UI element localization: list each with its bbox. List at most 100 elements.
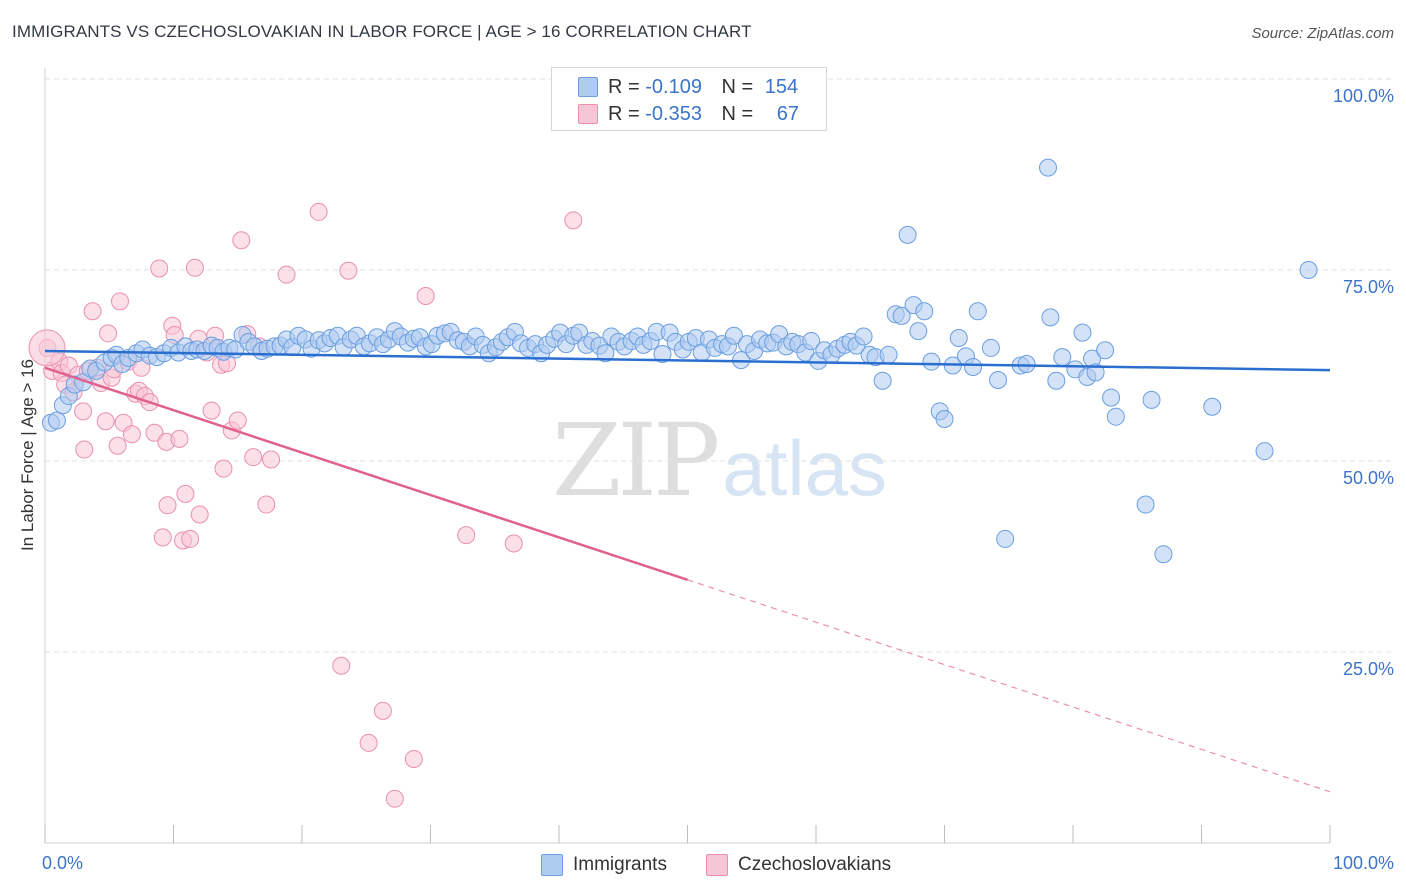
czechoslovakians-point — [404, 749, 423, 768]
immigrants-point — [47, 411, 66, 430]
immigrants-point — [898, 225, 917, 244]
y-tick-label-100: 100.0% — [1332, 86, 1394, 106]
immigrants-point — [949, 328, 968, 347]
immigrants-point — [915, 302, 934, 321]
legend-label-immigrants: Immigrants — [573, 854, 667, 875]
watermark-atlas: atlas — [722, 424, 888, 512]
stats-legend: R = -0.109 N = 154 R = -0.353 N = 67 — [551, 67, 827, 131]
immigrants-point — [724, 326, 743, 345]
immigrants-point — [1096, 341, 1115, 360]
czechoslovakians-point — [108, 436, 127, 455]
n-label: N = — [721, 76, 754, 98]
czechoslovakians-point — [416, 286, 435, 305]
y-tick-label-50: 50.0% — [1342, 468, 1394, 488]
czechoslovakians-point — [185, 258, 204, 277]
czechoslovakians-point — [228, 411, 247, 430]
immigrants-point — [909, 322, 928, 341]
czechoslovakians-trend-extension — [687, 579, 1331, 793]
czechoslovakians-point — [202, 401, 221, 420]
czechoslovakians-point — [181, 529, 200, 548]
czechoslovakians-points — [28, 202, 583, 808]
czechoslovakians-swatch — [578, 104, 598, 124]
immigrants-point — [879, 345, 898, 364]
czechoslovakians-point — [75, 440, 94, 459]
x-tick-label-100: 100.0% — [1332, 853, 1394, 873]
n-value-czechoslovakians: 67 — [776, 103, 800, 125]
series-legend: Immigrants Czechoslovakians — [0, 852, 1406, 878]
czechoslovakians-point — [373, 701, 392, 720]
czechoslovakians-point — [385, 789, 404, 808]
immigrants-point — [854, 327, 873, 346]
czechoslovakians-point — [122, 425, 141, 444]
immigrants-point — [996, 529, 1015, 548]
n-value-immigrants: 154 — [764, 76, 799, 98]
immigrants-legend-swatch — [541, 854, 563, 876]
source-label: Source: ZipAtlas.com — [1251, 25, 1394, 42]
czechoslovakians-point — [359, 733, 378, 752]
r-value-immigrants: -0.109 — [645, 76, 702, 98]
immigrants-point — [1203, 397, 1222, 416]
r-label: R = — [608, 103, 640, 125]
immigrants-point — [802, 332, 821, 351]
czechoslovakians-point — [244, 448, 263, 467]
immigrants-trend-line — [44, 349, 1331, 372]
czechoslovakians-point — [150, 259, 169, 278]
immigrants-point — [653, 345, 672, 364]
immigrants-point — [964, 358, 983, 377]
n-label: N = — [721, 103, 754, 125]
legend-label-czechoslovakians: Czechoslovakians — [738, 854, 892, 875]
y-tick-label-25: 25.0% — [1342, 659, 1394, 679]
czechoslovakians-point — [153, 528, 172, 547]
czechoslovakians-point — [176, 484, 195, 503]
czechoslovakians-point — [96, 412, 115, 431]
trend-lines — [44, 349, 1331, 793]
grid-lines — [45, 78, 1395, 653]
immigrants-point — [873, 371, 892, 390]
czechoslovakians-point — [339, 261, 358, 280]
czechoslovakians-point — [257, 495, 276, 514]
immigrants-point — [1106, 407, 1125, 426]
czechoslovakians-point — [232, 231, 251, 250]
chart-title: IMMIGRANTS VS CZECHOSLOVAKIAN IN LABOR F… — [12, 22, 752, 41]
czechoslovakians-trend-line — [44, 366, 688, 581]
czechoslovakians-point — [564, 211, 583, 230]
immigrants-swatch — [578, 77, 598, 97]
czechoslovakians-point — [170, 429, 189, 448]
immigrants-point — [981, 338, 1000, 357]
immigrants-point — [1039, 158, 1058, 177]
czechoslovakians-point — [110, 292, 129, 311]
immigrants-point — [1142, 390, 1161, 409]
immigrants-point — [989, 371, 1008, 390]
immigrants-point — [1073, 323, 1092, 342]
czechoslovakians-point — [504, 534, 523, 553]
czechoslovakians-legend-swatch — [706, 854, 728, 876]
czechoslovakians-point — [262, 450, 281, 469]
immigrants-point — [1041, 308, 1060, 327]
czechoslovakians-point — [190, 505, 209, 524]
czechoslovakians-point — [277, 265, 296, 284]
czechoslovakians-point — [309, 202, 328, 221]
czechoslovakians-point — [145, 423, 164, 442]
immigrants-point — [596, 344, 615, 363]
immigrants-point — [1255, 442, 1274, 461]
r-label: R = — [608, 76, 640, 98]
czechoslovakians-point — [214, 459, 233, 478]
y-tick-label-75: 75.0% — [1342, 277, 1394, 297]
immigrants-point — [1136, 495, 1155, 514]
czechoslovakians-point — [83, 302, 102, 321]
immigrants-point — [1154, 545, 1173, 564]
immigrants-point — [922, 352, 941, 371]
axes — [44, 68, 1331, 844]
czechoslovakians-point — [99, 324, 118, 343]
x-tick-label-0: 0.0% — [42, 853, 84, 873]
y-axis-label: In Labor Force | Age > 16 — [18, 358, 37, 552]
czechoslovakians-point — [457, 526, 476, 545]
immigrants-point — [968, 302, 987, 321]
immigrants-point — [1047, 371, 1066, 390]
r-value-czechoslovakians: -0.353 — [645, 103, 702, 125]
immigrants-point — [935, 409, 954, 428]
immigrants-point — [1017, 354, 1036, 373]
czechoslovakians-large-point — [28, 329, 66, 367]
czechoslovakians-point — [158, 496, 177, 515]
